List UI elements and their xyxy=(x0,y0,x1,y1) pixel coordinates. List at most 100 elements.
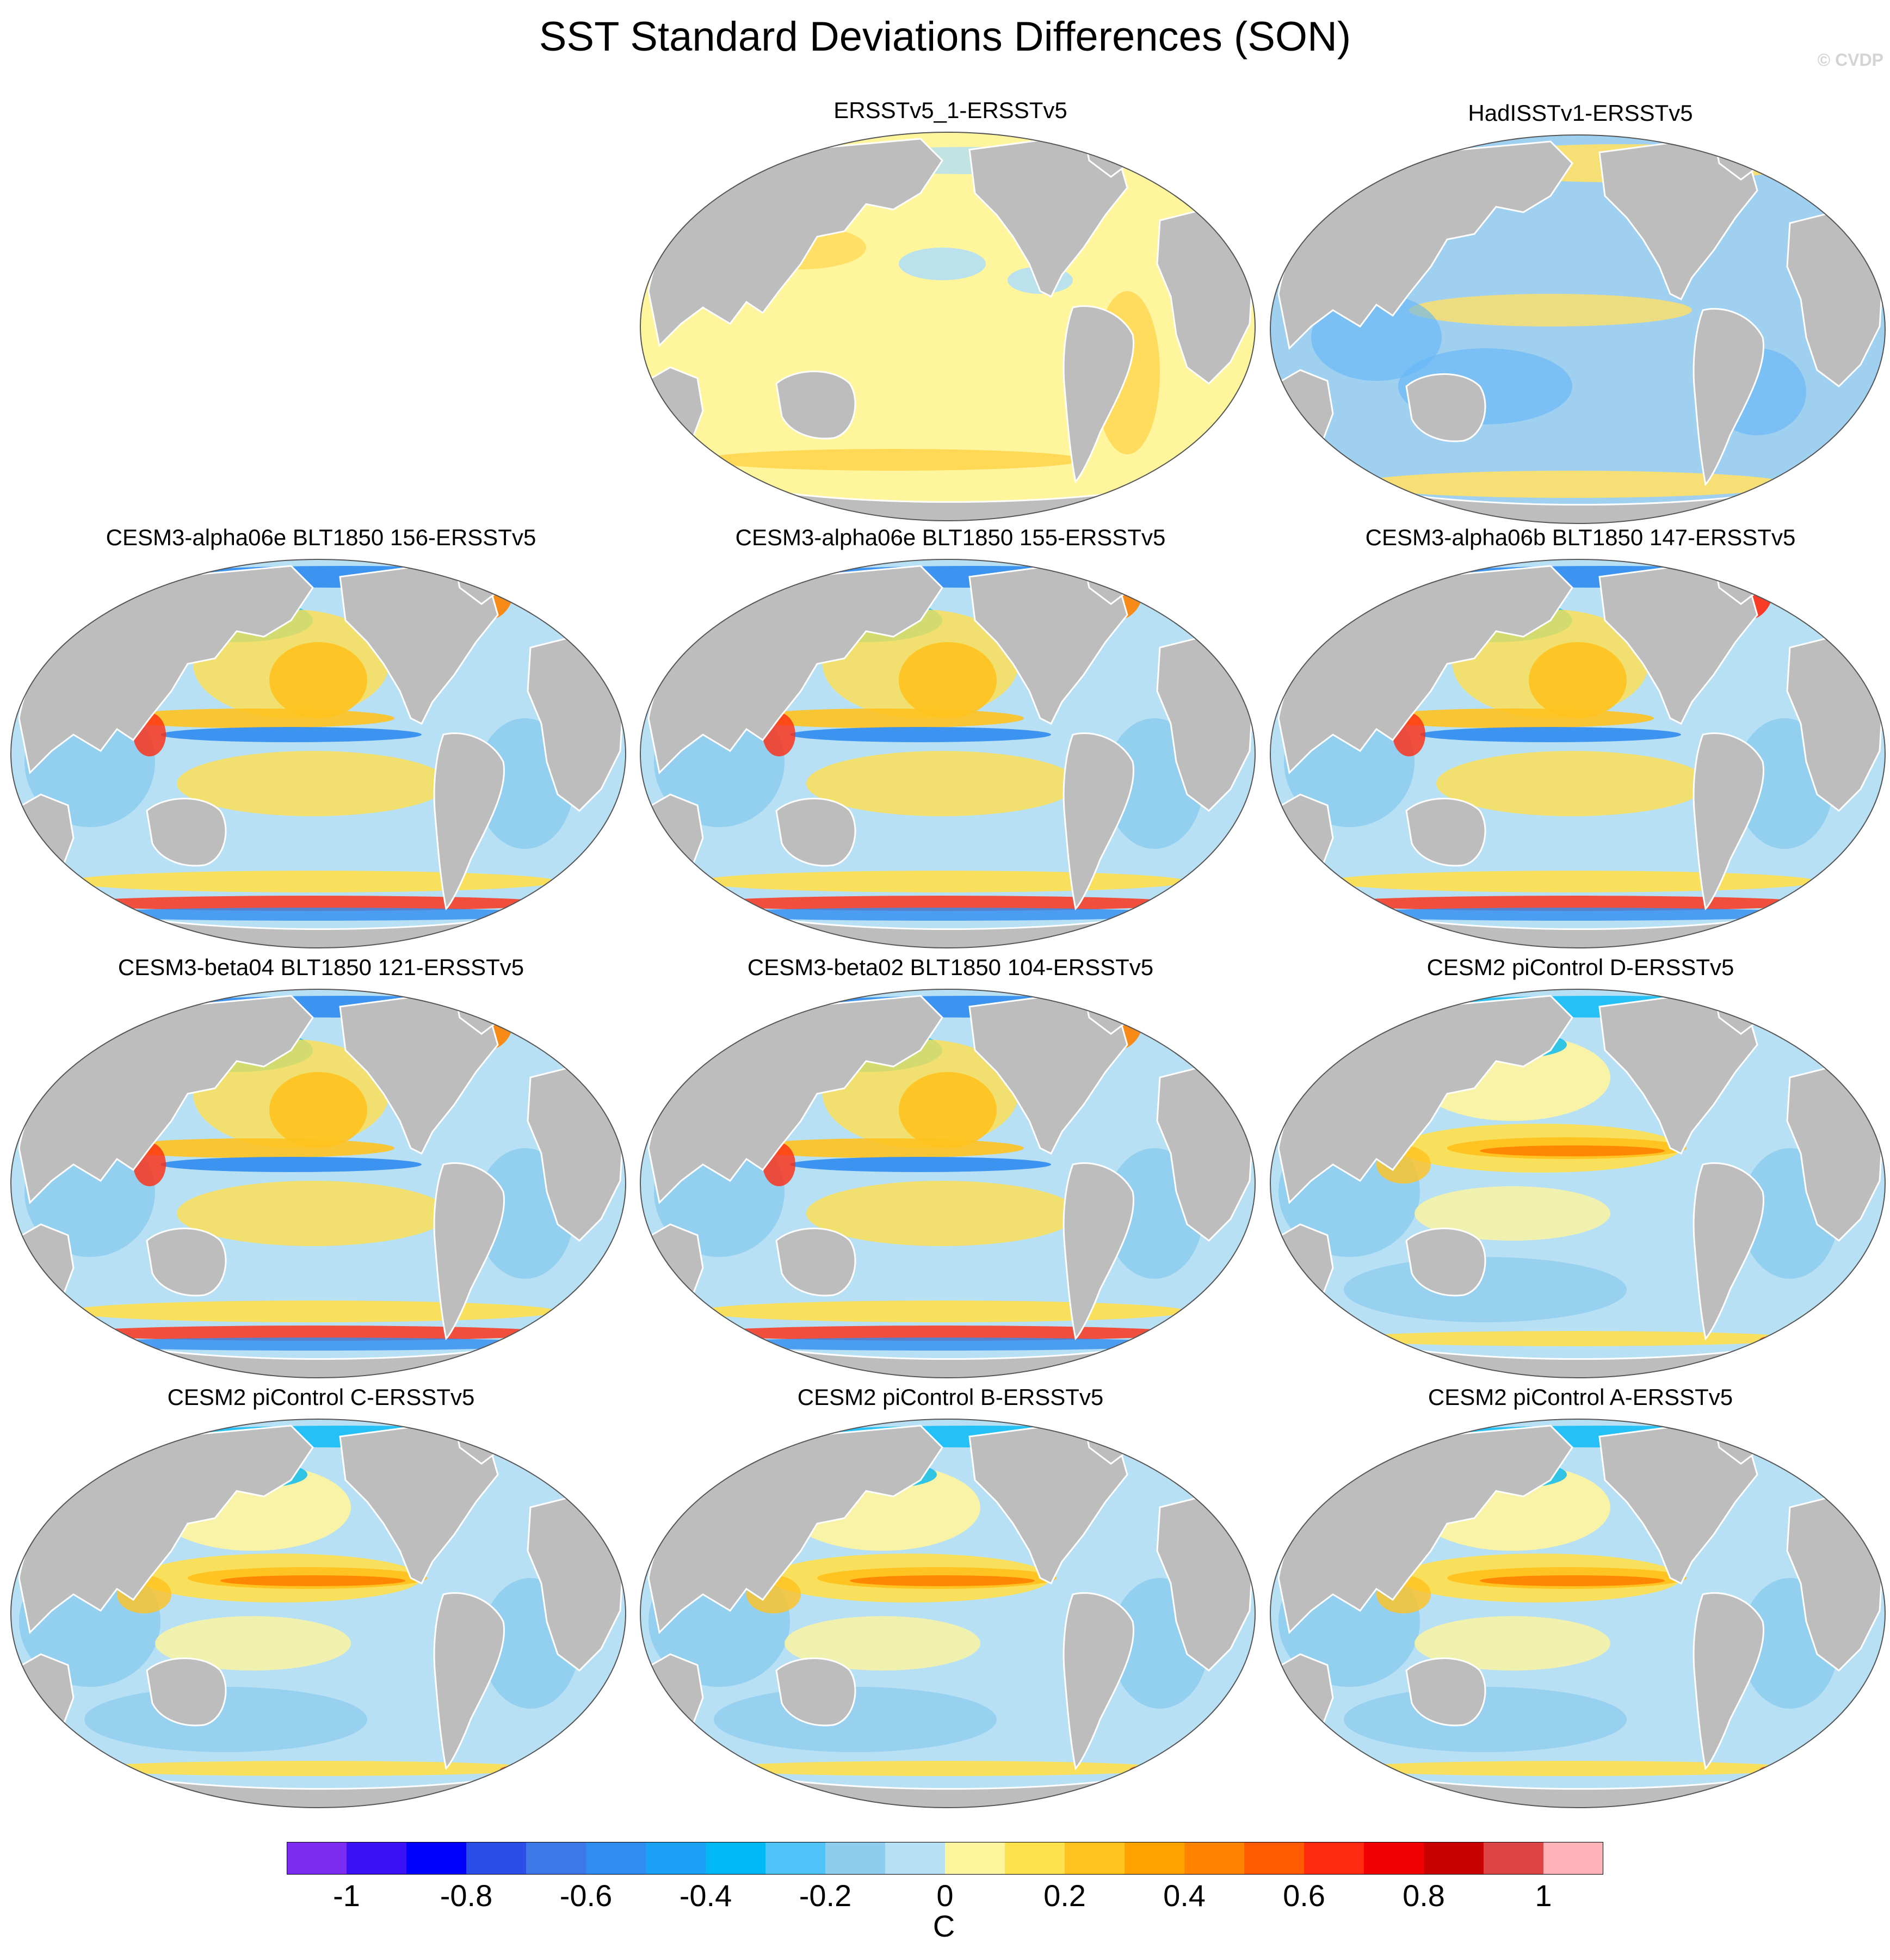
anomaly-blob xyxy=(1757,1766,1779,1782)
anomaly-blob xyxy=(269,1072,367,1148)
colorbar-tick-label: -0.2 xyxy=(799,1878,852,1913)
map-outline xyxy=(640,132,1256,521)
colorbar xyxy=(286,1841,1604,1877)
map-outline xyxy=(1270,1419,1886,1808)
colorbar-tick-label: -0.6 xyxy=(559,1878,613,1913)
anomaly-blob xyxy=(1779,150,1844,177)
land-shape xyxy=(775,1228,856,1297)
colorbar-swatch xyxy=(406,1842,467,1875)
land-shape xyxy=(1271,369,1334,480)
anomaly-blob xyxy=(714,1761,1171,1776)
world-map xyxy=(640,1419,1256,1808)
anomaly-blob xyxy=(1371,144,1436,161)
anomaly-blob xyxy=(899,1072,997,1148)
anomaly-blob xyxy=(1409,294,1692,326)
world-map xyxy=(10,1419,626,1808)
world-map xyxy=(1270,989,1886,1378)
colorbar-swatch xyxy=(586,1842,646,1875)
land-shape xyxy=(641,366,704,478)
anomaly-blob xyxy=(177,751,449,816)
land-shape xyxy=(433,1592,505,1771)
anomaly-blob xyxy=(269,642,367,718)
anomaly-blob xyxy=(1371,708,1654,728)
map-panel: CESM3-alpha06b BLT1850 147-ERSSTv5 xyxy=(1268,522,1890,952)
map-outline xyxy=(1270,134,1886,524)
panel-title: CESM3-beta02 BLT1850 104-ERSSTv5 xyxy=(747,954,1154,980)
anomaly-blob xyxy=(1529,642,1627,718)
map-panel: CESM2 piControl C-ERSSTv5 xyxy=(8,1382,634,1812)
colorbar-swatch xyxy=(765,1842,826,1875)
land-shape xyxy=(1405,1228,1486,1297)
anomaly-blob xyxy=(68,908,558,921)
land-shape xyxy=(1693,1592,1764,1771)
panel-title: CESM3-alpha06b BLT1850 147-ERSSTv5 xyxy=(1365,525,1796,550)
land-shape xyxy=(775,1657,856,1727)
map-outline xyxy=(1270,559,1886,948)
anomaly-blob xyxy=(68,896,558,911)
colorbar-swatch xyxy=(1065,1842,1125,1875)
colorbar-swatch xyxy=(1364,1842,1424,1875)
land-shape xyxy=(1405,373,1486,442)
land-shape xyxy=(1271,1653,1334,1765)
anomaly-blob xyxy=(697,1338,1187,1351)
anomaly-blob xyxy=(1344,1331,1801,1346)
colorbar-swatch xyxy=(1184,1842,1245,1875)
anomaly-blob xyxy=(1420,727,1681,742)
panel-title: ERSSTv5_1-ERSSTv5 xyxy=(833,97,1067,123)
anomaly-blob xyxy=(84,1761,541,1776)
panel-title: CESM2 piControl A-ERSSTv5 xyxy=(1428,1384,1733,1410)
anomaly-blob xyxy=(697,908,1187,921)
anomaly-blob xyxy=(806,751,1078,816)
land-shape xyxy=(433,732,505,911)
anomaly-blob xyxy=(68,1338,558,1351)
panel-title: CESM3-beta04 BLT1850 121-ERSSTv5 xyxy=(118,954,524,980)
land-shape xyxy=(1063,305,1134,484)
colorbar-swatch xyxy=(945,1842,1005,1875)
land-shape xyxy=(1271,793,1334,905)
panel-title: CESM2 piControl D-ERSSTv5 xyxy=(1426,954,1734,980)
world-map xyxy=(1270,559,1886,948)
map-outline xyxy=(10,559,626,948)
anomaly-blob xyxy=(1480,1145,1665,1156)
map-panel: CESM3-alpha06e BLT1850 156-ERSSTv5 xyxy=(8,522,634,952)
anomaly-blob xyxy=(1415,1186,1610,1241)
anomaly-blob xyxy=(1327,908,1817,921)
land-shape xyxy=(641,793,704,905)
land-shape xyxy=(433,1162,505,1341)
map-panel: HadISSTv1-ERSSTv5 xyxy=(1268,98,1890,528)
panel-title: CESM3-alpha06e BLT1850 155-ERSSTv5 xyxy=(735,525,1166,550)
world-map xyxy=(1270,1419,1886,1808)
map-outline xyxy=(10,989,626,1378)
colorbar-swatch xyxy=(526,1842,586,1875)
anomaly-blob xyxy=(741,708,1024,728)
land-shape xyxy=(641,1223,704,1335)
colorbar-tick-label: 0.8 xyxy=(1403,1878,1445,1913)
map-outline xyxy=(640,989,1256,1378)
panel-title: CESM2 piControl C-ERSSTv5 xyxy=(167,1384,475,1410)
anomaly-blob xyxy=(1415,1616,1610,1671)
anomaly-blob xyxy=(112,708,394,728)
land-shape xyxy=(1693,307,1764,486)
anomaly-blob xyxy=(741,1138,1024,1158)
colorbar-tick-label: 0 xyxy=(936,1878,954,1913)
map-outline xyxy=(640,559,1256,948)
cvdp-watermark: © CVDP xyxy=(1817,50,1883,70)
anomaly-blob xyxy=(1355,471,1790,498)
panel-title: CESM3-alpha06e BLT1850 156-ERSSTv5 xyxy=(106,525,536,550)
world-map xyxy=(640,132,1256,521)
colorbar-swatch xyxy=(825,1842,886,1875)
map-panel: ERSSTv5_1-ERSSTv5 xyxy=(638,95,1263,525)
colorbar-swatch xyxy=(1424,1842,1484,1875)
anomaly-blob xyxy=(68,1300,558,1322)
land-shape xyxy=(641,1653,704,1765)
panel-title: CESM2 piControl B-ERSSTv5 xyxy=(797,1384,1104,1410)
world-map xyxy=(10,559,626,948)
anomaly-blob xyxy=(112,1138,394,1158)
colorbar-swatch xyxy=(1005,1842,1065,1875)
colorbar-swatch xyxy=(347,1842,407,1875)
anomaly-blob xyxy=(160,727,422,742)
anomaly-blob xyxy=(899,642,997,718)
anomaly-blob xyxy=(790,727,1051,742)
anomaly-blob xyxy=(1757,1336,1779,1352)
anomaly-blob xyxy=(1127,1766,1149,1782)
